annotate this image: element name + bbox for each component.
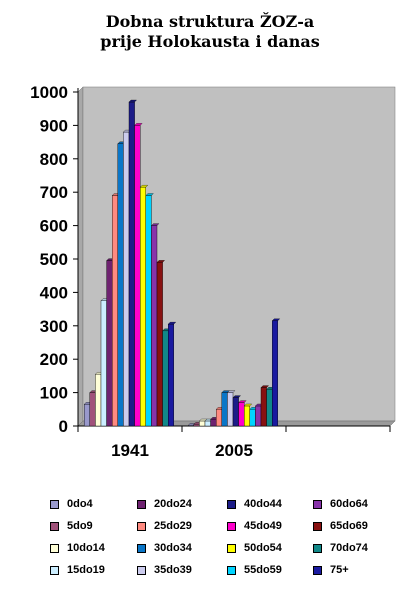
bar-60do64-2005	[255, 405, 262, 427]
bar-45do49-2005	[238, 402, 245, 427]
bar-top-50do54-2005	[243, 403, 253, 407]
bar-30do34-1941	[117, 143, 124, 427]
bar-top-55do59-1941	[145, 193, 154, 196]
bar-top-65do69-1941	[156, 260, 165, 263]
bar-50do54-1941	[139, 186, 146, 427]
plot-side-wall	[77, 86, 84, 427]
bar-35do39-2005	[227, 392, 234, 427]
bar-20do24-2005	[210, 419, 217, 427]
bar-70do74-1941	[162, 330, 169, 427]
x-category-label: 1941	[111, 441, 149, 460]
bar-55do59-2005	[249, 409, 256, 427]
chart-title: Dobna struktura ŽOZ-a prije Holokausta i…	[0, 12, 420, 52]
chart-title-line-1: Dobna struktura ŽOZ-a	[105, 12, 315, 31]
bar-75+-1941	[167, 323, 174, 427]
bar-60do64-1941	[151, 225, 158, 427]
bar-top-45do49-2005	[238, 400, 247, 403]
bar-top-60do64-1941	[151, 223, 160, 226]
bar-top-50do54-1941	[139, 185, 149, 188]
bar-35do39-1941	[123, 131, 130, 427]
bar-10do14-2005	[199, 420, 206, 427]
y-tick-label: 300	[40, 317, 68, 336]
bar-10do14-1941	[95, 374, 102, 427]
bar-15do19-1941	[100, 300, 107, 427]
bar-top-75+-2005	[271, 318, 281, 321]
bar-top-40do44-1941	[128, 99, 137, 103]
y-tick-label: 800	[40, 150, 68, 169]
y-tick-label: 500	[40, 250, 68, 269]
bar-top-75+-1941	[167, 321, 177, 325]
bar-65do69-2005	[260, 387, 267, 427]
y-tick-label: 400	[40, 283, 68, 302]
bar-top-40do44-2005	[232, 395, 241, 398]
y-tick-label: 600	[40, 217, 68, 236]
bar-0do4-1941	[83, 404, 90, 427]
chart-title-line-2: prije Holokausta i danas	[100, 32, 320, 51]
y-tick-label: 100	[40, 384, 68, 403]
bar-25do29-2005	[215, 409, 222, 427]
bar-45do49-1941	[134, 125, 141, 427]
y-tick-label: 200	[40, 350, 68, 369]
y-tick-label: 1000	[30, 83, 68, 102]
y-tick-label: 900	[40, 116, 68, 135]
bar-25do29-1941	[111, 195, 118, 427]
bar-top-45do49-1941	[134, 123, 143, 126]
bar-20do24-1941	[106, 260, 113, 427]
bar-5do9-2005	[193, 424, 200, 427]
bar-40do44-2005	[232, 397, 239, 427]
bar-70do74-2005	[266, 389, 273, 427]
bar-top-65do69-2005	[260, 385, 269, 388]
y-tick-label: 700	[40, 183, 68, 202]
bar-40do44-1941	[128, 101, 135, 427]
bar-55do59-1941	[145, 195, 152, 427]
y-tick-label: 0	[59, 417, 68, 436]
bar-top-35do39-2005	[227, 390, 236, 393]
bar-15do19-2005	[204, 420, 211, 427]
bar-50do54-2005	[243, 405, 250, 427]
bar-30do34-2005	[221, 392, 228, 427]
bar-5do9-1941	[89, 392, 96, 427]
x-category-label: 2005	[215, 441, 253, 460]
bar-65do69-1941	[156, 262, 163, 427]
bar-75+-2005	[272, 320, 279, 427]
